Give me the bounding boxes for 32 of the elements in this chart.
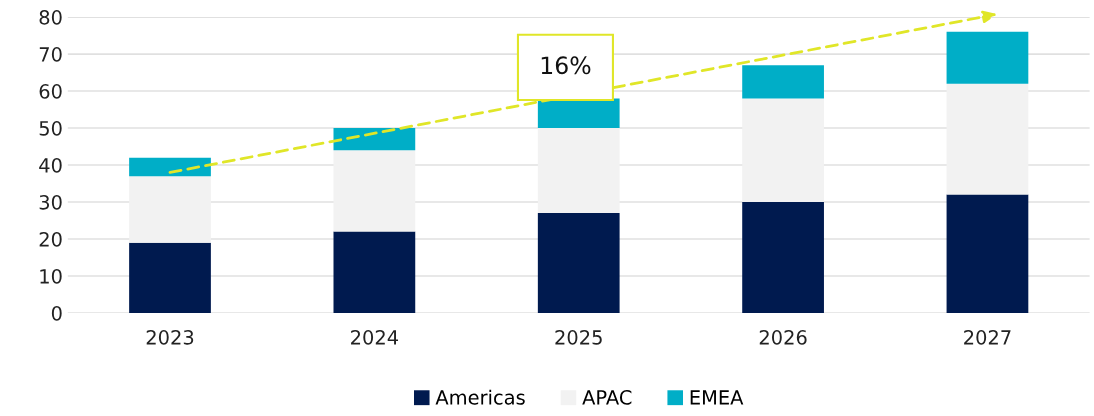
x-tick-label: 2023 xyxy=(146,330,194,345)
annotation: 16% xyxy=(541,56,591,75)
bar xyxy=(129,242,211,313)
bar xyxy=(333,128,416,151)
bar xyxy=(946,83,1029,195)
bar xyxy=(742,65,824,99)
bar xyxy=(742,202,824,313)
y-tick-label: 60 xyxy=(39,84,62,99)
bar xyxy=(333,231,416,313)
legend-label: Americas xyxy=(435,389,525,405)
y-tick-label: 20 xyxy=(39,231,62,247)
bar xyxy=(333,150,416,232)
x-tick-label: 2027 xyxy=(964,330,1011,345)
y-tick-label: 0 xyxy=(51,305,62,321)
y-tick-label: 70 xyxy=(39,47,62,62)
y-tick-label: 50 xyxy=(39,120,62,136)
bar xyxy=(742,98,824,203)
bar xyxy=(537,128,620,214)
legend-label: APAC xyxy=(582,390,632,405)
x-tick-label: 2024 xyxy=(351,330,399,345)
y-tick-label: 80 xyxy=(39,10,62,25)
bar xyxy=(946,31,1029,84)
bar xyxy=(946,194,1029,313)
x-tick-label: 2025 xyxy=(555,330,602,345)
bar xyxy=(129,176,211,243)
bar xyxy=(537,213,620,313)
legend-label: EMEA xyxy=(690,390,744,405)
y-tick-label: 10 xyxy=(40,268,62,284)
y-tick-label: 30 xyxy=(39,194,62,210)
x-tick-label: 2026 xyxy=(759,330,807,345)
y-tick-label: 40 xyxy=(39,157,62,173)
bar xyxy=(129,157,211,177)
